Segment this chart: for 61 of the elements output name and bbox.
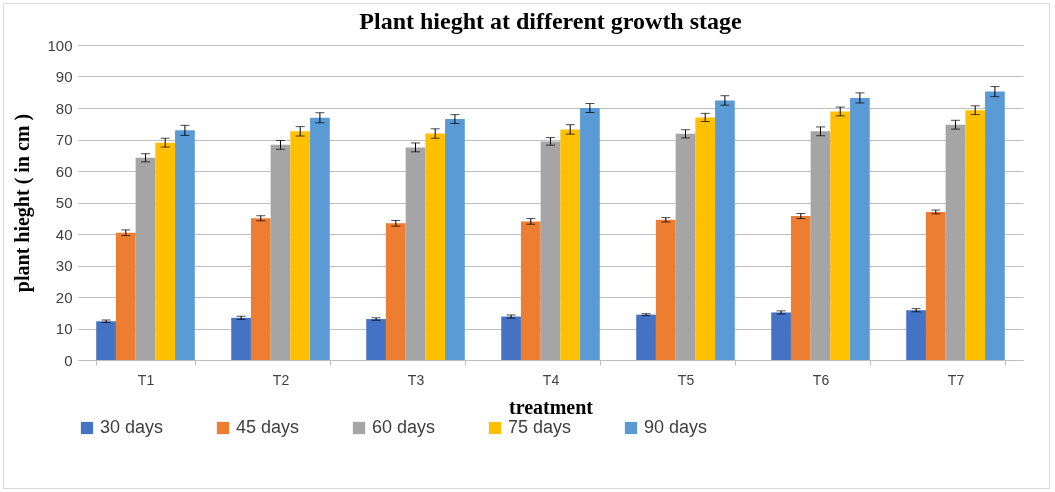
y-axis-title: plant hieght ( in cm ) — [11, 113, 35, 293]
y-tick-label: 30 — [55, 257, 73, 274]
bar — [540, 141, 561, 360]
y-tick-label: 80 — [55, 99, 73, 117]
bar — [270, 144, 291, 360]
legend-label: 75 days — [508, 417, 572, 437]
bar — [115, 232, 136, 360]
bar — [965, 110, 986, 360]
x-tick-label: T2 — [272, 371, 290, 388]
bar — [925, 211, 946, 360]
x-axis-title: treatment — [508, 395, 594, 418]
bar — [560, 129, 581, 360]
y-tick-label: 90 — [55, 68, 73, 85]
bar — [366, 319, 386, 360]
x-tick-label: T4 — [542, 371, 560, 388]
bar — [850, 97, 870, 360]
x-tick-label: T6 — [812, 371, 830, 388]
bar — [945, 124, 966, 360]
bar — [810, 131, 831, 360]
y-tick-label: 60 — [55, 162, 73, 180]
bar — [675, 133, 696, 360]
y-tick-label: 70 — [55, 131, 73, 148]
y-tick-label: 50 — [55, 194, 73, 211]
bar — [771, 312, 791, 360]
bar — [695, 117, 716, 360]
bar — [175, 130, 195, 360]
bar — [250, 218, 271, 360]
bar — [636, 314, 656, 360]
bar — [405, 147, 426, 360]
x-tick-label: T5 — [677, 371, 695, 388]
legend-label: 30 days — [100, 417, 164, 437]
legend-label: 60 days — [372, 417, 436, 437]
bar — [830, 111, 851, 360]
bar — [715, 100, 735, 360]
bar — [310, 117, 330, 360]
bar — [501, 316, 521, 360]
legend-label: 90 days — [644, 417, 708, 437]
bar — [290, 131, 311, 360]
bar — [580, 108, 600, 360]
bar — [985, 91, 1005, 360]
chart-title: Plant hieght at different growth stage — [359, 8, 743, 34]
bar — [445, 119, 465, 360]
bar — [231, 317, 251, 360]
x-tick-label: T3 — [407, 371, 425, 388]
legend-label: 45 days — [236, 417, 300, 437]
bar — [790, 216, 811, 360]
bar — [155, 142, 176, 360]
y-tick-label: 40 — [55, 225, 73, 243]
y-tick-label: 100 — [47, 36, 73, 54]
bar — [96, 321, 116, 360]
bar — [425, 133, 446, 360]
x-tick-label: T1 — [137, 371, 155, 388]
bar — [135, 157, 156, 360]
bar — [906, 310, 926, 360]
y-tick-label: 0 — [64, 351, 73, 369]
bar — [655, 219, 676, 360]
y-tick-label: 20 — [55, 288, 73, 306]
x-tick-label: T7 — [947, 371, 965, 388]
bar — [520, 221, 541, 360]
y-tick-label: 10 — [55, 320, 73, 337]
bar — [385, 223, 406, 360]
